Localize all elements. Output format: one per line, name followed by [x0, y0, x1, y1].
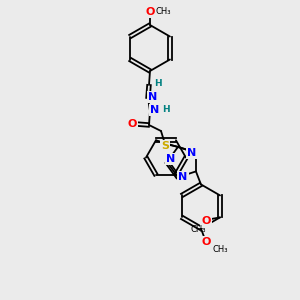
Text: O: O: [201, 216, 211, 226]
Text: O: O: [145, 7, 155, 17]
Text: N: N: [187, 148, 196, 158]
Text: N: N: [148, 92, 158, 102]
Text: S: S: [161, 141, 169, 151]
Text: N: N: [167, 154, 176, 164]
Text: O: O: [127, 119, 137, 129]
Text: CH₃: CH₃: [156, 8, 172, 16]
Text: CH₃: CH₃: [213, 245, 228, 254]
Text: O: O: [201, 237, 211, 248]
Text: H: H: [154, 79, 162, 88]
Text: H: H: [162, 106, 169, 115]
Text: N: N: [178, 172, 188, 182]
Text: CH₃: CH₃: [190, 225, 206, 234]
Text: N: N: [150, 105, 160, 115]
